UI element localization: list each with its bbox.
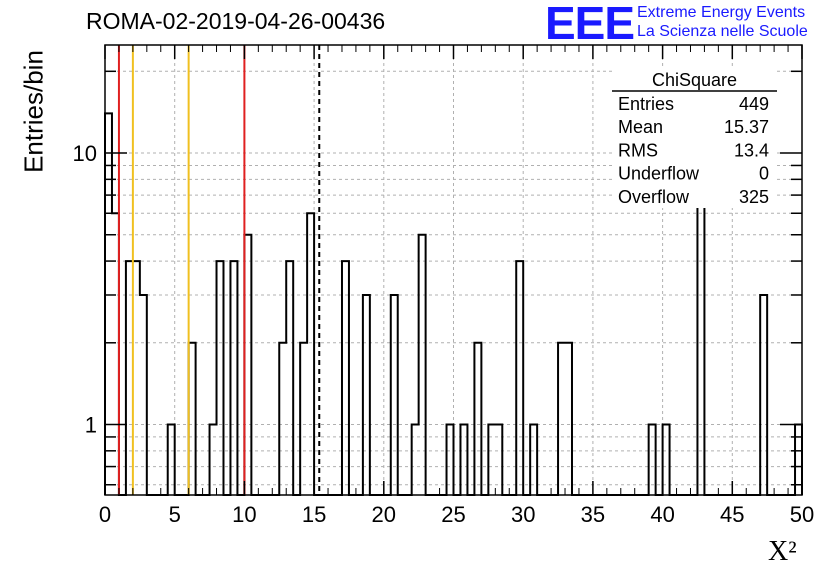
histogram-bar xyxy=(307,213,314,495)
x-tick-label: 10 xyxy=(232,502,256,527)
x-tick-label: 45 xyxy=(720,502,744,527)
histogram-bar xyxy=(391,295,398,495)
y-tick-label: 10 xyxy=(73,141,97,166)
logo-line-2: La Scienza nelle Scuole xyxy=(637,23,808,40)
histogram-bar xyxy=(558,343,565,495)
histogram-bar xyxy=(474,343,481,495)
histogram-bar xyxy=(516,261,523,495)
histogram-bar xyxy=(230,261,237,495)
histogram-bar xyxy=(565,343,572,495)
stats-title: ChiSquare xyxy=(652,70,737,90)
histogram-bar xyxy=(363,295,370,495)
stats-row-value: 13.4 xyxy=(734,140,769,160)
x-tick-label: 5 xyxy=(169,502,181,527)
x-tick-label: 20 xyxy=(372,502,396,527)
stats-row-value: 15.37 xyxy=(724,117,769,137)
histogram-bar xyxy=(419,235,426,495)
chart-title: ROMA-02-2019-04-26-00436 xyxy=(86,8,386,34)
axis-ticks: 0 5 10 15 20 25 30 35 40 45 50 1 10 xyxy=(73,45,814,527)
histogram-bar xyxy=(133,261,140,495)
stats-box: ChiSquare Entries 449 Mean 15.37 RMS 13.4 Under… xyxy=(612,68,777,208)
histogram-bar xyxy=(244,235,251,495)
x-tick-label: 15 xyxy=(302,502,326,527)
histogram-bar xyxy=(342,261,349,495)
histogram-bar xyxy=(140,295,147,495)
x-tick-label: 0 xyxy=(99,502,111,527)
x-tick-label: 50 xyxy=(790,502,814,527)
histogram-bar xyxy=(279,343,286,495)
histogram-bar xyxy=(697,195,704,495)
x-axis-label: X² xyxy=(768,536,797,567)
marker-lines xyxy=(117,45,321,495)
stats-row-value: 449 xyxy=(739,94,769,114)
stats-row-value: 325 xyxy=(739,187,769,207)
histogram-bar xyxy=(286,261,293,495)
stats-row-label: Mean xyxy=(618,117,663,137)
eee-logo: EEE Extreme Energy Events La Scienza nel… xyxy=(545,0,808,49)
logo-line-1: Extreme Energy Events xyxy=(637,4,806,21)
eee-logo-mark: EEE xyxy=(545,0,635,49)
histogram-bar xyxy=(105,113,112,495)
x-tick-label: 30 xyxy=(511,502,535,527)
y-tick-label: 1 xyxy=(85,413,97,438)
histogram-bar xyxy=(189,343,196,495)
histogram-bar xyxy=(126,261,133,495)
histogram-bar xyxy=(112,213,119,495)
stats-row-label: Underflow xyxy=(618,164,700,184)
histogram-bar xyxy=(760,295,767,495)
stats-row-label: Overflow xyxy=(618,187,690,207)
stats-row-label: RMS xyxy=(618,140,658,160)
stats-row-value: 0 xyxy=(759,164,769,184)
x-tick-label: 25 xyxy=(441,502,465,527)
histogram-bar xyxy=(217,261,224,495)
histogram-bar xyxy=(300,343,307,495)
x-tick-label: 35 xyxy=(581,502,605,527)
x-tick-label: 40 xyxy=(650,502,674,527)
stats-row-label: Entries xyxy=(618,94,674,114)
